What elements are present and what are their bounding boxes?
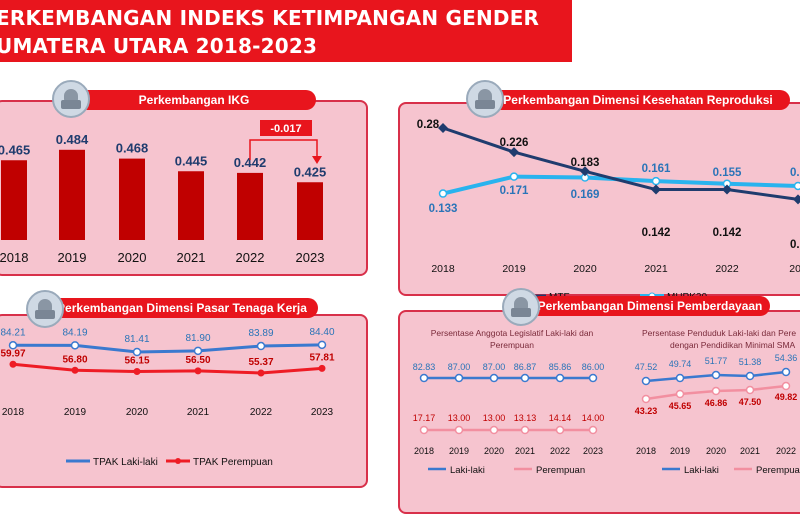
- pendidikan-year-label: 2021: [740, 446, 760, 456]
- pendidikan-perempuan-point: [713, 388, 720, 395]
- pendidikan-year-label: 2019: [670, 446, 690, 456]
- pendidikan-perempuan-value: 47.50: [739, 397, 762, 407]
- legislatif-laki-laki-point: [590, 375, 597, 382]
- pendidikan-laki-laki-value: 49.74: [669, 359, 692, 369]
- pendidikan-perempuan-value: 46.86: [705, 398, 728, 408]
- pendidikan-year-label: 2018: [636, 446, 656, 456]
- legislatif-year-label: 2019: [449, 446, 469, 456]
- legislatif-perempuan-point: [421, 427, 428, 434]
- legislatif-perempuan-point: [491, 427, 498, 434]
- pendidikan-perempuan-point: [643, 396, 650, 403]
- legislatif-laki-laki-point: [557, 375, 564, 382]
- legislatif-year-label: 2018: [414, 446, 434, 456]
- legislatif-laki-laki-value: 87.00: [483, 362, 506, 372]
- pendidikan-laki-laki-value: 51.38: [739, 357, 762, 367]
- legislatif-laki-laki-point: [421, 375, 428, 382]
- pendidikan-perempuan-value: 49.82: [775, 392, 798, 402]
- legislatif-year-label: 2022: [550, 446, 570, 456]
- legislatif-laki-laki-value: 86.87: [514, 362, 537, 372]
- legislatif-laki-laki-value: 86.00: [582, 362, 605, 372]
- pendidikan-laki-laki-value: 54.36: [775, 353, 798, 363]
- pendidikan-year-label: 2020: [706, 446, 726, 456]
- pendidikan-laki-laki-point: [713, 372, 720, 379]
- legislatif-laki-laki-value: 85.86: [549, 362, 572, 372]
- pendidikan-perempuan-point: [783, 383, 790, 390]
- legend-pendidikan-laki-laki-label: Laki-laki: [684, 465, 719, 476]
- legislatif-perempuan-value: 13.13: [514, 413, 537, 423]
- legend-legislatif-laki-laki-label: Laki-laki: [450, 465, 485, 476]
- pendidikan-perempuan-value: 43.23: [635, 406, 658, 416]
- legend-pendidikan-perempuan-label: Perempuan: [756, 465, 800, 476]
- sub1-title-line1: Persentase Anggota Legislatif Laki-laki …: [431, 328, 594, 338]
- legislatif-laki-laki-value: 87.00: [448, 362, 471, 372]
- legislatif-perempuan-value: 17.17: [413, 413, 436, 423]
- pendidikan-laki-laki-value: 51.77: [705, 356, 728, 366]
- pendidikan-perempuan-value: 45.65: [669, 401, 692, 411]
- pendidikan-laki-laki-point: [677, 375, 684, 382]
- legislatif-perempuan-value: 14.14: [549, 413, 572, 423]
- pemberdayaan-chart: Persentase Anggota Legislatif Laki-laki …: [0, 0, 800, 500]
- pendidikan-perempuan-point: [677, 391, 684, 398]
- legend-legislatif-perempuan-label: Perempuan: [536, 465, 585, 476]
- sub2-title-line1: Persentase Penduduk Laki-laki dan Pere: [642, 328, 796, 338]
- pendidikan-laki-laki-point: [643, 378, 650, 385]
- legislatif-perempuan-point: [456, 427, 463, 434]
- legislatif-perempuan-point: [522, 427, 529, 434]
- legislatif-year-label: 2020: [484, 446, 504, 456]
- legislatif-perempuan-value: 14.00: [582, 413, 605, 423]
- legislatif-laki-laki-value: 82.83: [413, 362, 436, 372]
- pendidikan-perempuan-point: [747, 387, 754, 394]
- legislatif-perempuan-value: 13.00: [448, 413, 471, 423]
- legislatif-year-label: 2021: [515, 446, 535, 456]
- sub1-title-line2: Perempuan: [490, 340, 534, 350]
- pendidikan-year-label: 2022: [776, 446, 796, 456]
- legislatif-perempuan-value: 13.00: [483, 413, 506, 423]
- legislatif-year-label: 2023: [583, 446, 603, 456]
- pendidikan-laki-laki-value: 47.52: [635, 362, 658, 372]
- legislatif-laki-laki-point: [456, 375, 463, 382]
- legislatif-perempuan-point: [557, 427, 564, 434]
- pendidikan-laki-laki-point: [747, 373, 754, 380]
- legislatif-laki-laki-point: [491, 375, 498, 382]
- pendidikan-laki-laki-point: [783, 369, 790, 376]
- sub2-title-line2: dengan Pendidikan Minimal SMA: [670, 340, 796, 350]
- legislatif-perempuan-point: [590, 427, 597, 434]
- legislatif-laki-laki-point: [522, 375, 529, 382]
